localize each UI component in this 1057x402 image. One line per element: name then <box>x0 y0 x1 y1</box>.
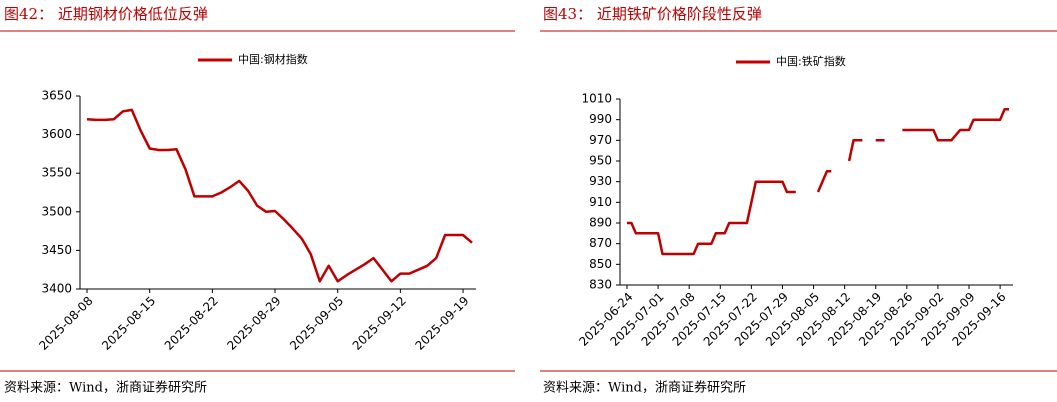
data-line <box>86 108 473 283</box>
y-tick-label: 3500 <box>41 204 72 218</box>
y-tick-label: 3600 <box>41 127 72 141</box>
data-line <box>627 108 1009 256</box>
x-tick-label: 2025-09-19 <box>412 294 471 353</box>
y-tick-label: 3550 <box>41 166 72 180</box>
x-tick-label: 2025-08-22 <box>162 294 221 353</box>
chart-title: 图43： 近期铁矿价格阶段性反弹 <box>543 5 762 23</box>
y-tick-label: 870 <box>589 236 612 250</box>
source: 资料来源：Wind，浙商证券研究所 <box>543 380 746 396</box>
x-tick-label: 2025-08-15 <box>99 294 158 353</box>
y-tick-label: 3450 <box>41 243 72 257</box>
legend-label: 中国:铁矿指数 <box>776 54 846 68</box>
source: 资料来源：Wind，浙商证券研究所 <box>4 380 207 396</box>
x-tick-label: 2025-08-08 <box>36 294 95 353</box>
y-tick-label: 3650 <box>41 89 72 103</box>
y-tick-label: 970 <box>589 133 612 147</box>
y-tick-label: 930 <box>589 174 612 188</box>
y-tick-label: 910 <box>589 195 612 209</box>
y-tick-label: 890 <box>589 216 612 230</box>
y-tick-label: 830 <box>589 278 612 292</box>
x-tick-label: 2025-09-12 <box>350 294 409 353</box>
y-tick-label: 950 <box>589 154 612 168</box>
y-tick-label: 990 <box>589 112 612 126</box>
y-tick-label: 1010 <box>581 92 612 106</box>
y-tick-label: 3400 <box>41 282 72 296</box>
x-tick-label: 2025-09-05 <box>287 294 346 353</box>
chart-title: 图42： 近期钢材价格低位反弹 <box>4 5 208 23</box>
y-tick-label: 850 <box>589 257 612 271</box>
x-tick-label: 2025-08-29 <box>224 294 283 353</box>
legend-label: 中国:钢材指数 <box>238 52 308 66</box>
